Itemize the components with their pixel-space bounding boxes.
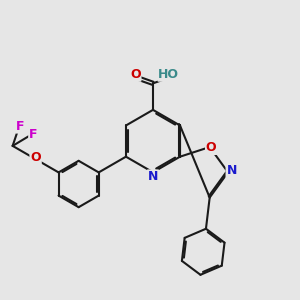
Text: O: O: [206, 141, 217, 154]
Text: O: O: [30, 151, 41, 164]
Text: N: N: [148, 170, 158, 183]
Text: F: F: [16, 120, 25, 133]
Text: F: F: [29, 128, 38, 142]
Text: O: O: [130, 68, 141, 81]
Text: N: N: [226, 164, 237, 177]
Text: HO: HO: [158, 68, 179, 81]
